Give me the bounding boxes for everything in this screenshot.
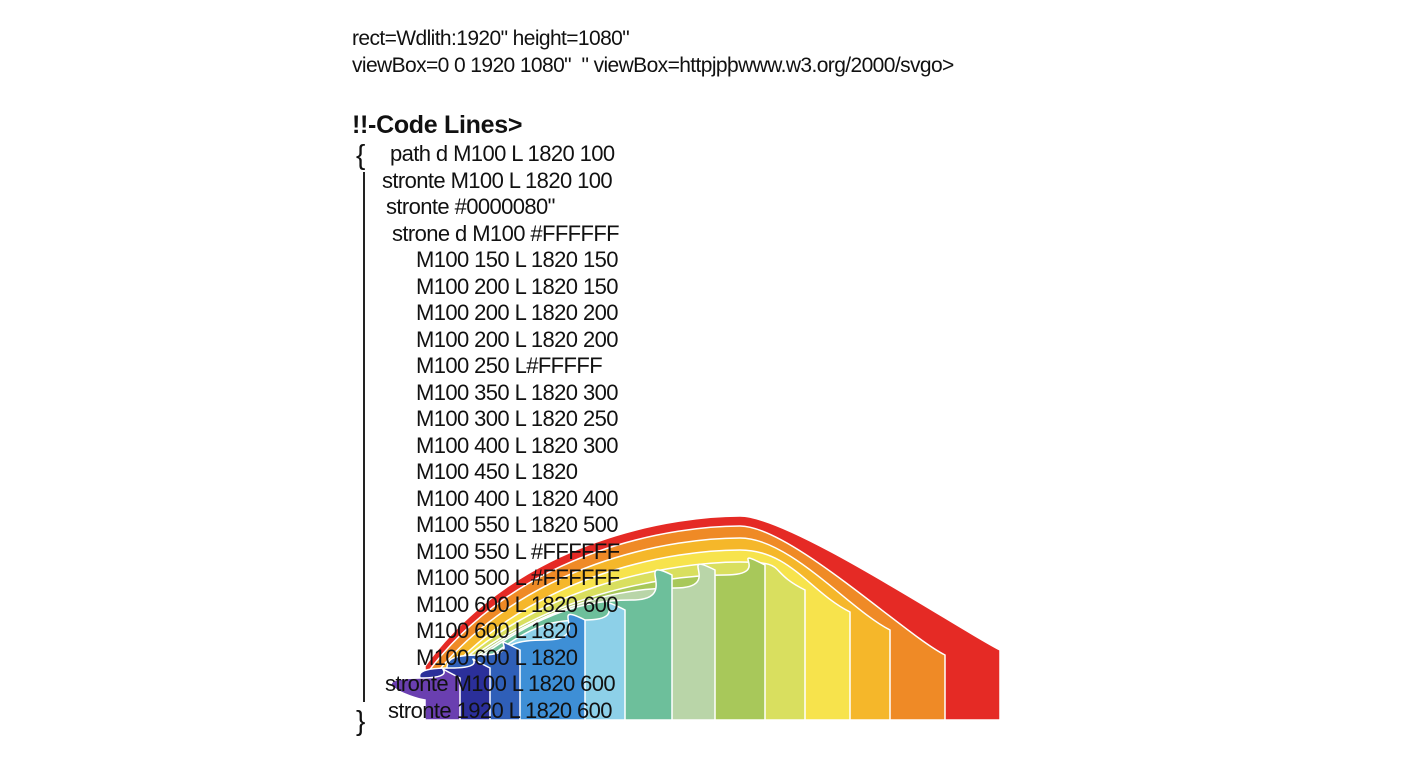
code-line: M100 550 L #FFFFFF <box>416 538 620 564</box>
code-line: M100 400 L 1820 400 <box>416 485 618 511</box>
open-brace: { <box>356 139 365 170</box>
header-line: rect=Wdlith:1920" height=1080" <box>352 27 630 50</box>
code-line: M100 350 L 1820 300 <box>416 379 618 405</box>
brace-line <box>363 172 365 702</box>
code-line: M100 200 L 1820 200 <box>416 300 618 325</box>
code-line: M100 250 L#FFFFF <box>416 353 603 378</box>
code-line: M100 600 L 1820 600 <box>416 591 618 617</box>
code-line: M100 450 L 1820 <box>416 459 578 484</box>
code-line: M100 200 L 1820 150 <box>416 273 618 299</box>
code-line: M100 550 L 1820 500 <box>416 512 618 537</box>
code-line: M100 600 L 1820 <box>416 618 578 643</box>
rainbow-band <box>390 668 461 721</box>
code-line: stronte M100 L 1820 600 <box>385 671 616 696</box>
code-line: M100 300 L 1820 250 <box>416 406 618 431</box>
close-brace: } <box>356 705 365 736</box>
code-line: strone d M100 #FFFFFF <box>392 220 620 246</box>
code-line: M100 400 L 1820 300 <box>416 432 618 458</box>
code-line: M100 600 L 1820 <box>416 644 578 670</box>
code-line: stronte M100 L 1820 100 <box>382 167 613 193</box>
code-line: stronte 1920 L 1820 600 <box>388 697 613 723</box>
code-title: !!-Code Lines> <box>352 111 523 139</box>
code-line: M100 500 L #FFFFFF <box>416 565 620 590</box>
code-line: M100 150 L 1820 150 <box>416 247 618 272</box>
header-line: viewBox=0 0 1920 1080" " viewBox=httpjpþ… <box>352 54 954 77</box>
code-line: M100 200 L 1820 200 <box>416 326 618 352</box>
code-line: path d M100 L 1820 100 <box>390 141 615 166</box>
code-line: stronte #0000080" <box>386 194 555 219</box>
